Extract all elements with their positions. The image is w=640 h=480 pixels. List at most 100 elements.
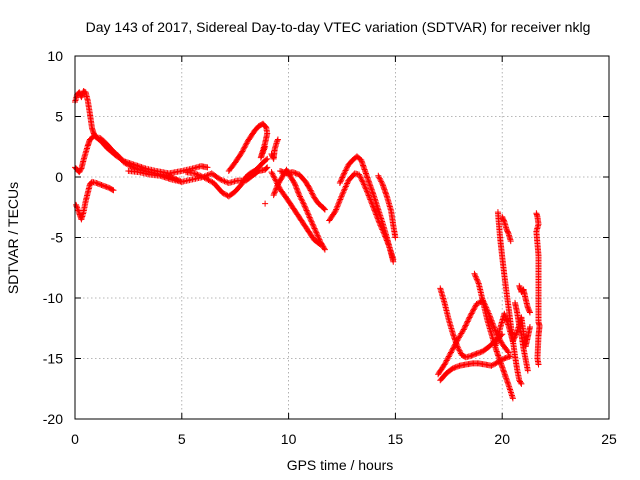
data-series-trace-g xyxy=(268,136,281,162)
data-point xyxy=(466,314,473,321)
data-point xyxy=(194,171,201,178)
data-point xyxy=(447,349,454,356)
data-point xyxy=(295,189,302,196)
data-series-trace-t xyxy=(512,299,531,374)
data-point xyxy=(310,222,317,229)
data-point xyxy=(274,181,281,188)
data-point xyxy=(518,380,525,387)
data-point xyxy=(110,187,117,194)
data-point xyxy=(343,181,350,188)
x-axis-label: GPS time / hours xyxy=(287,457,394,473)
data-point xyxy=(376,174,383,181)
data-point xyxy=(460,326,467,333)
y-tick-label: 5 xyxy=(55,109,63,125)
data-series-trace-l xyxy=(336,153,397,265)
data-point xyxy=(342,183,349,190)
data-point xyxy=(297,194,304,201)
data-point xyxy=(240,147,247,154)
data-point xyxy=(269,170,276,177)
data-point xyxy=(459,327,466,334)
data-point xyxy=(308,188,315,195)
data-point xyxy=(307,217,314,224)
data-point xyxy=(204,172,211,179)
data-point xyxy=(332,207,339,214)
data-point xyxy=(264,164,271,171)
data-point xyxy=(463,319,470,326)
data-point xyxy=(296,192,303,199)
data-point xyxy=(512,333,519,340)
data-series-trace-k xyxy=(326,170,397,263)
data-point xyxy=(491,324,498,331)
data-point xyxy=(444,356,451,363)
data-point xyxy=(306,214,313,221)
data-point xyxy=(268,169,275,176)
data-point xyxy=(242,143,249,150)
data-point xyxy=(451,342,458,349)
data-point xyxy=(487,316,494,323)
data-point xyxy=(216,175,223,182)
data-point xyxy=(471,305,478,312)
data-point xyxy=(510,337,517,344)
data-point xyxy=(450,345,457,352)
data-point xyxy=(487,314,494,321)
data-point xyxy=(392,234,399,241)
data-point xyxy=(336,197,343,204)
data-point xyxy=(333,205,340,212)
data-point xyxy=(298,196,305,203)
data-point xyxy=(258,153,265,160)
data-point xyxy=(472,303,479,310)
data-point xyxy=(470,306,477,313)
data-point xyxy=(490,321,497,328)
data-point xyxy=(339,173,346,180)
data-point xyxy=(203,172,210,179)
data-point xyxy=(504,348,511,355)
data-point xyxy=(239,148,246,155)
data-series-trace-c xyxy=(72,132,211,177)
data-point xyxy=(307,215,314,222)
data-point xyxy=(456,347,463,354)
data-series-trace-x xyxy=(262,200,269,207)
data-point xyxy=(293,183,300,190)
data-point xyxy=(475,279,482,286)
x-tick-label: 20 xyxy=(494,431,510,447)
data-point xyxy=(476,299,483,306)
data-point xyxy=(491,361,498,368)
data-point xyxy=(342,184,349,191)
data-point xyxy=(468,310,475,317)
data-point xyxy=(472,273,479,280)
data-point xyxy=(341,170,348,177)
data-point xyxy=(377,177,384,184)
data-point xyxy=(341,186,348,193)
data-point xyxy=(221,178,228,185)
data-point xyxy=(339,190,346,197)
data-point xyxy=(270,173,277,180)
data-point xyxy=(313,229,320,236)
data-point xyxy=(338,175,345,182)
data-point xyxy=(473,274,480,281)
data-series-trace-j xyxy=(268,169,324,248)
data-point xyxy=(109,186,116,193)
data-point xyxy=(465,317,472,324)
data-point xyxy=(339,192,345,199)
data-point xyxy=(315,233,322,240)
data-point xyxy=(359,178,366,185)
y-tick-label: 10 xyxy=(47,48,63,64)
data-point xyxy=(500,217,507,224)
data-point xyxy=(311,225,318,232)
x-tick-label: 15 xyxy=(388,431,404,447)
data-point xyxy=(507,238,514,245)
data-point xyxy=(301,203,308,210)
data-point xyxy=(307,187,314,194)
data-point xyxy=(333,206,340,213)
data-point xyxy=(364,188,371,195)
y-tick-label: -10 xyxy=(43,290,63,306)
data-point xyxy=(272,186,279,193)
data-point xyxy=(261,145,268,152)
data-point xyxy=(257,154,264,161)
data-point xyxy=(360,181,367,188)
data-point xyxy=(262,143,269,150)
data-point xyxy=(264,155,271,162)
data-series-trace-f xyxy=(225,120,271,174)
data-point xyxy=(509,395,516,402)
